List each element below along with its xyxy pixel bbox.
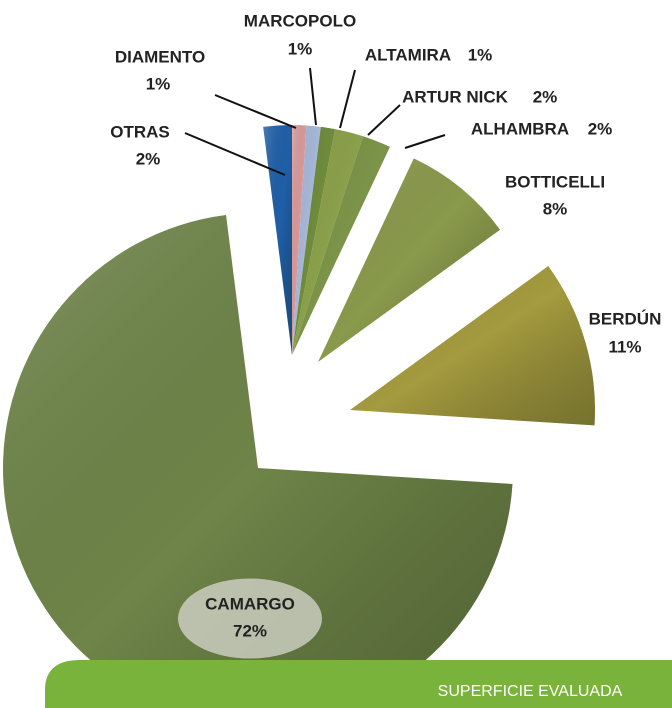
leader-line: [367, 104, 401, 136]
slice-shade: [350, 265, 595, 426]
slice-shade: [3, 215, 513, 708]
slice-shade: [292, 125, 307, 355]
slice-value: 2%: [588, 119, 613, 138]
footer-band: [45, 660, 672, 708]
leader-line: [214, 94, 297, 129]
slice-shade: [263, 125, 292, 355]
leader-line: [339, 69, 356, 129]
leader-line: [404, 134, 446, 149]
slice-value: 8%: [543, 199, 568, 218]
slice-name: ARTUR NICK: [402, 87, 508, 106]
slice-value: 72%: [233, 621, 267, 640]
labels: OTRAS 2% DIAMENTO 1% MARCOPOLO 1% ALTAMIRA 1% AR…: [110, 11, 662, 659]
slice-name: OTRAS: [110, 122, 170, 141]
slice-shade: [292, 126, 336, 355]
slice-value: 1%: [288, 39, 313, 58]
footer-text: SUPERFICIE EVALUADA: [438, 683, 623, 700]
slice-name: DIAMENTO: [115, 47, 205, 66]
slice-name: ALHAMBRA: [471, 119, 569, 138]
slice-shade: [292, 129, 364, 355]
leader-line: [309, 67, 317, 126]
leader-line: [184, 132, 286, 176]
slice-name: ALTAMIRA: [365, 45, 451, 64]
slice-shade: [318, 158, 501, 362]
slice-name: CAMARGO: [205, 594, 295, 613]
slice-value: 2%: [533, 87, 558, 106]
slice-name: BERDÚN: [589, 309, 662, 328]
slice-name: MARCOPOLO: [244, 11, 356, 30]
slice-name: BOTTICELLI: [505, 172, 605, 191]
slice-value: 1%: [146, 74, 171, 93]
slice-shade: [292, 125, 321, 355]
label-bubble: [178, 578, 322, 659]
slice-shade: [292, 136, 390, 355]
slices: [3, 125, 595, 708]
slice-value: 11%: [608, 337, 641, 356]
slice-value: 1%: [468, 45, 493, 64]
slice-value: 2%: [136, 149, 161, 168]
